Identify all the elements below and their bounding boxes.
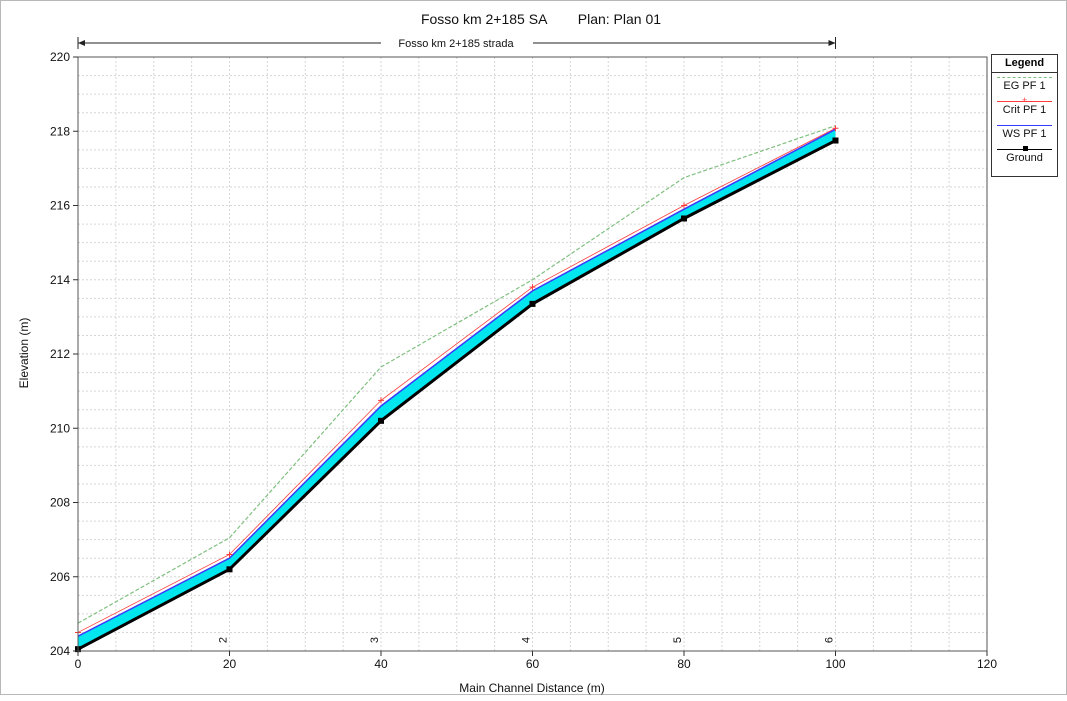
y-axis-label: Elevation (m) [17, 318, 31, 389]
station-label-4: 4 [521, 637, 533, 643]
legend-swatch-ws [997, 125, 1052, 126]
legend-title: Legend [992, 55, 1057, 73]
grid [77, 56, 988, 652]
station-label-5: 5 [672, 637, 684, 643]
y-tick-label: 214 [50, 273, 70, 287]
reach-extent: Fosso km 2+185 strada [77, 37, 836, 50]
x-tick-label: 100 [825, 657, 845, 671]
legend-marker-ground [1023, 146, 1028, 151]
station-label-2: 2 [218, 637, 230, 643]
legend-marker-crit: + [1022, 95, 1028, 105]
ground-point [226, 566, 233, 573]
legend-swatch-eg [997, 77, 1052, 78]
station-label-3: 3 [369, 637, 381, 643]
y-tick-label: 216 [50, 199, 70, 213]
chart-title: Fosso km 2+185 SA Plan: Plan 01 [421, 11, 661, 27]
series [75, 125, 839, 653]
series-line-ground [77, 139, 837, 651]
y-tick-label: 218 [50, 124, 70, 138]
legend-label-crit: Crit PF 1 [1002, 104, 1047, 116]
x-tick-label: 40 [374, 657, 388, 671]
series-line-eg [77, 125, 836, 624]
x-tick-label: 120 [977, 657, 997, 671]
y-tick-label: 212 [50, 347, 70, 361]
x-tick-label: 80 [677, 657, 691, 671]
crit-point [529, 284, 536, 291]
series-line-ws [77, 128, 836, 637]
legend-item-crit: + Crit PF 1 [992, 95, 1057, 121]
x-tick-label: 0 [75, 657, 82, 671]
y-tick-label: 206 [50, 570, 70, 584]
axes: 0 20 40 60 80 100 120 204 206 208 210 212 214 216 218 2… [50, 50, 997, 671]
y-tick-label: 210 [50, 421, 70, 435]
x-axis-label: Main Channel Distance (m) [459, 681, 604, 695]
reach-arrow-right [828, 40, 836, 46]
ground-point [378, 417, 384, 424]
series-line-crit [77, 127, 836, 633]
legend: Legend EG PF 1 + Crit PF 1 WS PF 1 Groun… [991, 54, 1058, 177]
legend-label-ws: WS PF 1 [1002, 128, 1047, 140]
legend-label-eg: EG PF 1 [1003, 80, 1046, 92]
legend-item-ground: Ground [992, 145, 1057, 169]
station-label-6: 6 [824, 637, 836, 643]
crit-point [832, 125, 839, 132]
ground-point [832, 137, 839, 144]
reach-label: Fosso km 2+185 strada [398, 38, 514, 50]
crit-point [226, 551, 233, 558]
legend-item-eg: EG PF 1 [992, 73, 1057, 97]
crit-point [681, 202, 687, 209]
x-tick-label: 20 [223, 657, 237, 671]
legend-label-ground: Ground [1006, 152, 1043, 164]
reach-arrow-left [78, 40, 85, 46]
legend-swatch-crit [997, 101, 1052, 102]
x-tick-label: 60 [526, 657, 540, 671]
ground-point [529, 300, 536, 307]
crit-point [378, 397, 384, 404]
legend-item-ws: WS PF 1 [992, 121, 1057, 145]
y-tick-label: 208 [50, 496, 70, 510]
y-tick-label: 220 [50, 50, 70, 64]
y-tick-label: 204 [50, 644, 70, 658]
ground-point [681, 215, 687, 222]
